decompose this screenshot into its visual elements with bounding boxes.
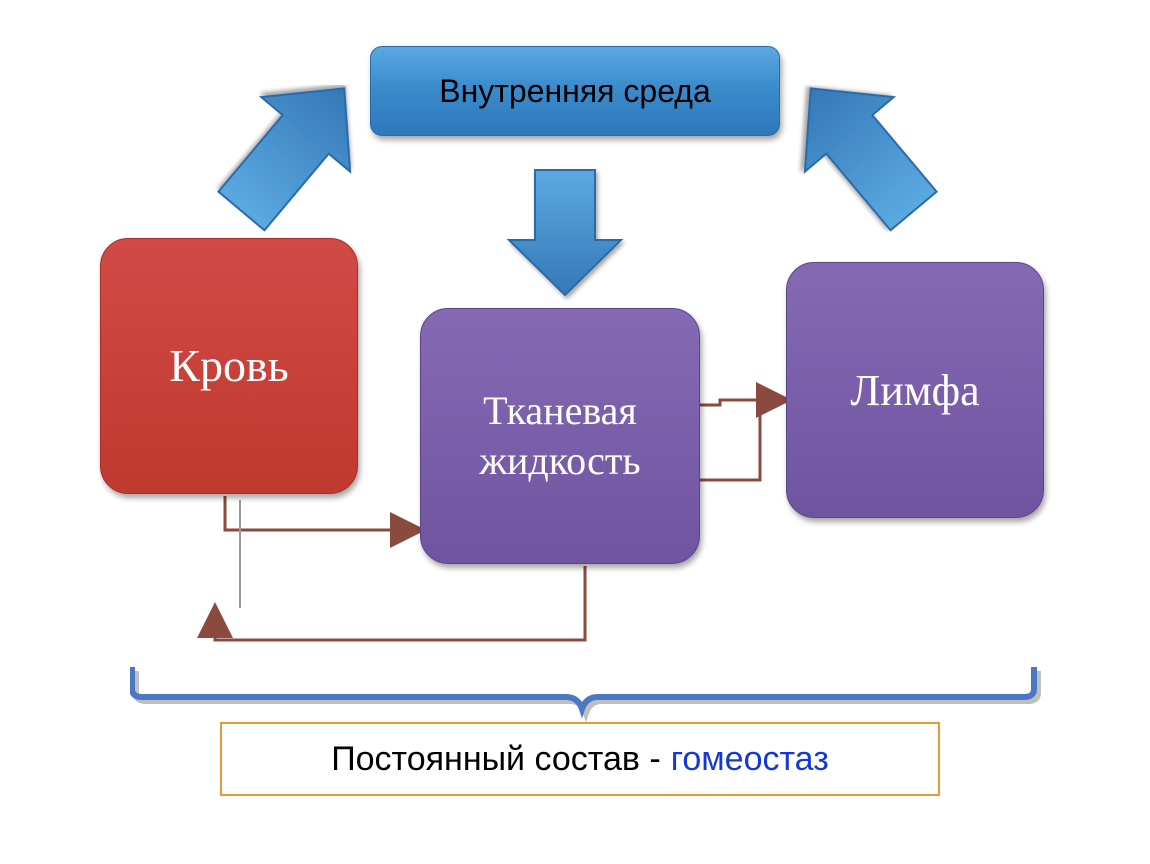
caption-box: Постоянный состав - гомеостаз [220, 722, 940, 796]
caption-part2: гомеостаз [671, 740, 829, 779]
node-center: Тканевая жидкость [420, 308, 700, 564]
node-left: Кровь [100, 238, 358, 494]
node-right: Лимфа [786, 262, 1044, 518]
node-left-label: Кровь [169, 337, 288, 395]
node-center-label: Тканевая жидкость [421, 386, 699, 486]
node-right-label: Лимфа [850, 363, 979, 418]
caption-part1: Постоянный состав - [331, 740, 661, 779]
brace-bottom [130, 665, 1050, 725]
